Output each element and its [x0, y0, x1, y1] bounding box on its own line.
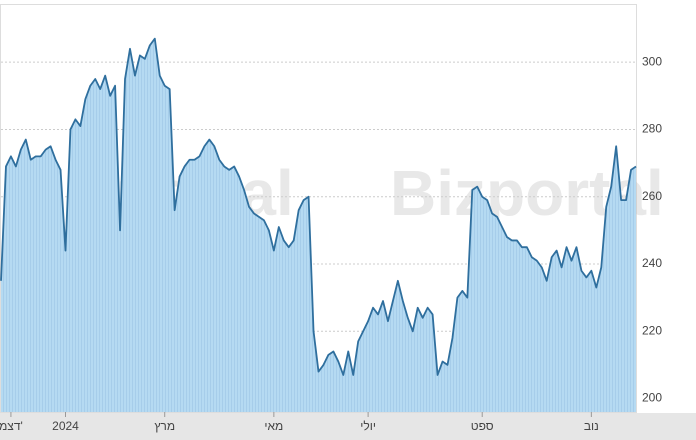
- area: [1, 38, 636, 412]
- x-tick-label: מאי: [264, 419, 283, 433]
- y-tick-label: 240: [642, 256, 662, 270]
- plot-border: [0, 4, 637, 413]
- x-tick-label: 2024: [52, 419, 79, 433]
- x-tick-label: נוב: [584, 419, 599, 433]
- y-tick-label: 260: [642, 189, 662, 203]
- y-tick-label: 300: [642, 54, 662, 68]
- y-tick-label: 200: [642, 391, 662, 405]
- x-tick-label: מרץ: [154, 419, 175, 433]
- x-tick-label: יולי: [360, 419, 376, 433]
- x-tick-label: ספט: [471, 419, 494, 433]
- x-tick-label: דצמ': [0, 419, 23, 433]
- line: [0, 37, 637, 376]
- x-axis-band: [0, 413, 696, 440]
- y-tick-label: 220: [642, 323, 662, 337]
- y-tick-label: 280: [642, 122, 662, 136]
